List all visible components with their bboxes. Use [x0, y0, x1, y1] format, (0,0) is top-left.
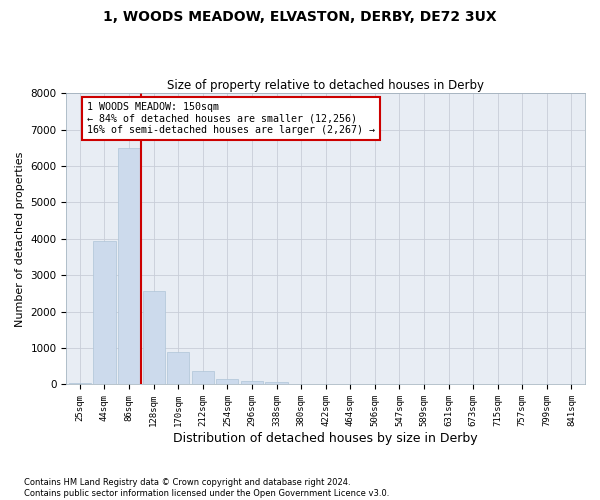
Bar [94, 240, 116, 384]
Bar [143, 290, 165, 384]
Text: Contains HM Land Registry data © Crown copyright and database right 2024.
Contai: Contains HM Land Registry data © Crown c… [24, 478, 389, 498]
Text: 1 WOODS MEADOW: 150sqm
← 84% of detached houses are smaller (12,256)
16% of semi: 1 WOODS MEADOW: 150sqm ← 84% of detached… [87, 102, 375, 135]
Bar [118, 148, 140, 384]
Bar [69, 382, 91, 384]
Bar [265, 382, 287, 384]
Text: 1, WOODS MEADOW, ELVASTON, DERBY, DE72 3UX: 1, WOODS MEADOW, ELVASTON, DERBY, DE72 3… [103, 10, 497, 24]
Bar [241, 380, 263, 384]
Bar [167, 352, 189, 384]
Bar [217, 379, 238, 384]
X-axis label: Distribution of detached houses by size in Derby: Distribution of detached houses by size … [173, 432, 478, 445]
Y-axis label: Number of detached properties: Number of detached properties [15, 151, 25, 326]
Title: Size of property relative to detached houses in Derby: Size of property relative to detached ho… [167, 79, 484, 92]
Bar [192, 371, 214, 384]
